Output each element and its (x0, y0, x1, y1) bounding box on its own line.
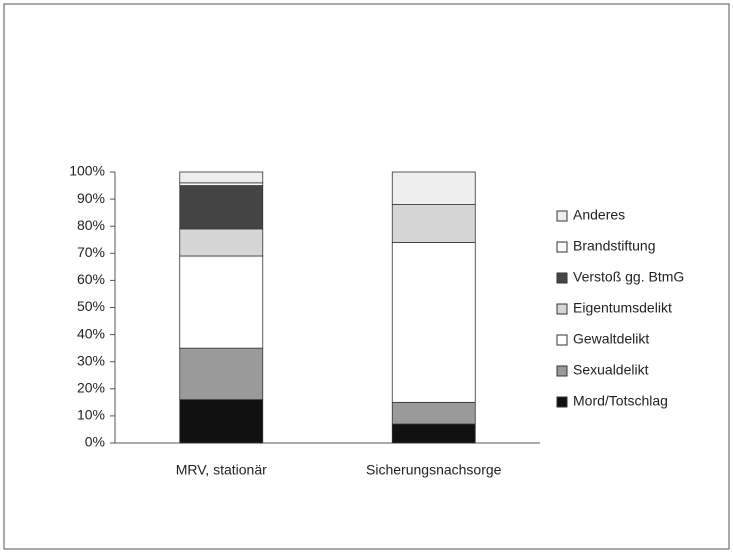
legend-label: Sexualdelikt (573, 362, 649, 378)
y-tick-label: 10% (77, 407, 105, 423)
legend-swatch (556, 396, 568, 408)
y-tick-label: 20% (77, 380, 105, 396)
legend-label: Verstoß gg. BtmG (573, 269, 684, 285)
legend-label: Mord/Totschlag (573, 393, 668, 409)
y-tick-label: 80% (77, 217, 105, 233)
bar-segment (179, 171, 264, 184)
y-tick-label: 90% (77, 190, 105, 206)
legend-swatch (556, 303, 568, 315)
legend-label: Gewaltdelikt (573, 331, 649, 347)
bar-segment (179, 399, 264, 444)
bar-segment (179, 228, 264, 257)
y-tick-label: 30% (77, 352, 105, 368)
legend-label: Brandstiftung (573, 238, 656, 254)
y-tick-label: 100% (69, 163, 105, 179)
bar-segment (391, 242, 476, 403)
legend-swatch (556, 241, 568, 253)
y-tick-label: 60% (77, 271, 105, 287)
bar-segment (179, 347, 264, 401)
bar-segment (391, 171, 476, 205)
legend-swatch (556, 365, 568, 377)
legend-label: Anderes (573, 207, 625, 223)
y-tick-label: 40% (77, 325, 105, 341)
bar-segment (391, 401, 476, 425)
y-tick-label: 50% (77, 298, 105, 314)
legend-swatch (556, 334, 568, 346)
frame (3, 3, 730, 550)
y-tick-label: 70% (77, 244, 105, 260)
legend-swatch (556, 210, 568, 222)
bar-segment (391, 204, 476, 243)
bar-segment (391, 423, 476, 444)
x-tick-label: Sicherungsnachsorge (366, 462, 502, 478)
bar-segment (179, 182, 264, 186)
legend-swatch (556, 272, 568, 284)
x-tick-label: MRV, stationär (176, 462, 267, 478)
bar-segment (179, 185, 264, 230)
y-tick-label: 0% (85, 434, 105, 450)
legend-label: Eigentumsdelikt (573, 300, 672, 316)
bar-segment (179, 255, 264, 349)
